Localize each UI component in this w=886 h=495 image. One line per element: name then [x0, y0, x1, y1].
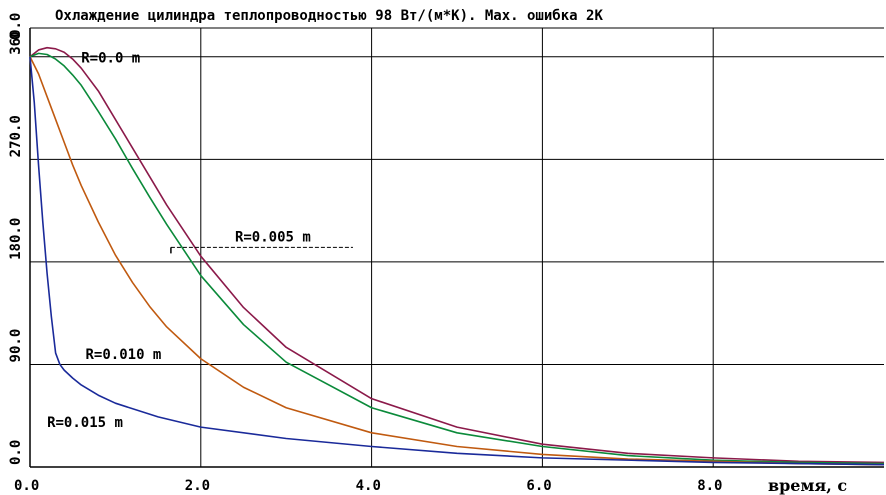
x-axis-label: время, с — [768, 476, 847, 495]
series-label: R=0.0 m — [81, 50, 140, 66]
plot-frame — [29, 28, 884, 468]
series-line — [29, 56, 885, 466]
grid — [30, 27, 884, 467]
annotations: R=0.0 m R=0.005 m R=0.010 m R=0.015 m — [47, 50, 353, 431]
x-tick-label: 0.0 — [14, 478, 39, 494]
x-tick-label: 4.0 — [356, 478, 381, 494]
series-label: R=0.015 m — [47, 415, 123, 431]
y-tick-label: 0.0 — [8, 440, 24, 465]
x-ticks: 0.0 2.0 4.0 6.0 8.0 — [14, 478, 722, 494]
series-label: R=0.010 m — [86, 347, 162, 363]
x-tick-label: 2.0 — [185, 478, 210, 494]
y-tick-label: 0 — [8, 32, 24, 40]
y-ticks: 0.0 90.0 180.0 270.0 360.00 — [8, 13, 24, 465]
series-group — [29, 46, 885, 466]
y-tick-label: 90.0 — [8, 329, 24, 363]
x-tick-label: 6.0 — [526, 478, 551, 494]
y-tick-label: 180.0 — [8, 218, 24, 260]
y-tick-label: 360.0 — [8, 13, 24, 55]
y-tick-label: 270.0 — [8, 115, 24, 157]
x-tick-label: 8.0 — [697, 478, 722, 494]
chart-title: Охлаждение цилиндра теплопроводностью 98… — [55, 8, 603, 24]
series-label: R=0.005 m — [235, 229, 311, 245]
series-line — [29, 52, 885, 465]
series-line — [29, 46, 885, 464]
series-line — [29, 56, 885, 466]
